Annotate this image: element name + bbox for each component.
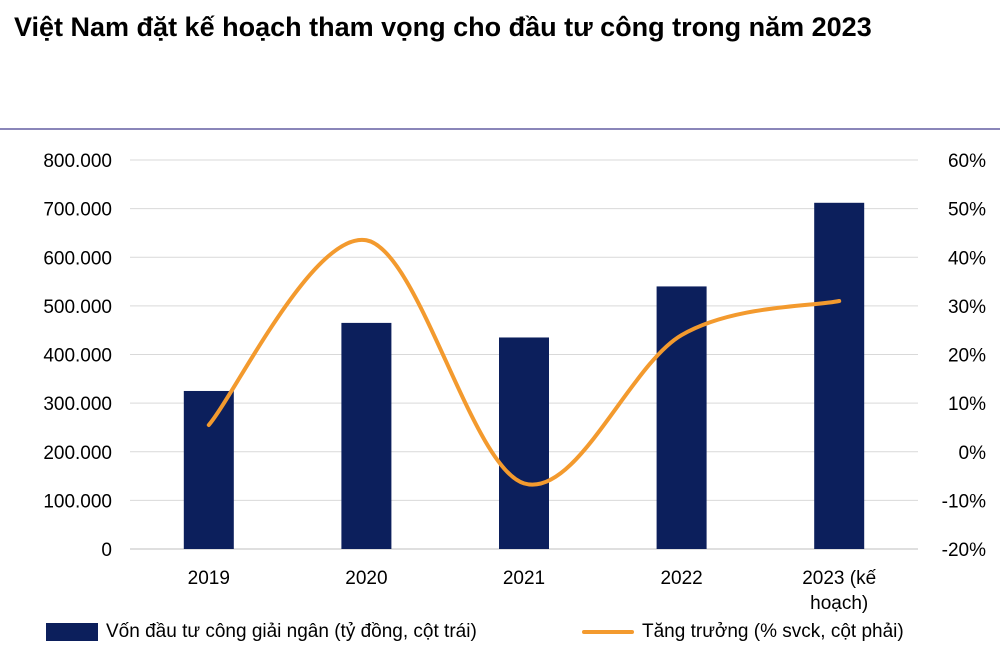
- right-axis-tick-label: 50%: [948, 200, 986, 221]
- x-axis-tick-label: 2022: [660, 568, 702, 589]
- right-axis-tick-label: 20%: [948, 346, 986, 367]
- left-axis-tick-label: 300.000: [43, 394, 112, 415]
- chart-title: Việt Nam đặt kế hoạch tham vọng cho đầu …: [14, 12, 872, 42]
- bar: [341, 322, 392, 549]
- left-axis-tick-label: 100.000: [43, 491, 112, 512]
- chart-plot: 0 100.000 200.000 300.000 400.000 500.000 600.…: [43, 151, 987, 614]
- growth-line: [206, 238, 842, 487]
- x-axis-tick-label: 2020: [345, 568, 387, 589]
- legend-swatch-line: [582, 630, 634, 634]
- legend-item-disbursed-capital: Vốn đầu tư công giải ngân (tỷ đồng, cột …: [46, 621, 477, 643]
- right-axis-tick-label: -20%: [942, 540, 986, 561]
- left-axis-tick-label: 0: [101, 540, 112, 561]
- legend-item-growth: Tăng trưởng (% svck, cột phải): [582, 621, 904, 643]
- chart-legend: Vốn đầu tư công giải ngân (tỷ đồng, cột …: [46, 621, 986, 651]
- right-axis-tick-label: 40%: [948, 248, 986, 269]
- right-axis-tick-label: 10%: [948, 394, 986, 415]
- legend-label-disbursed-capital: Vốn đầu tư công giải ngân (tỷ đồng, cột …: [106, 621, 477, 642]
- right-axis-tick-label: 0%: [959, 443, 987, 464]
- bar: [814, 202, 865, 550]
- title-divider: [0, 128, 1000, 130]
- legend-swatch-bar: [46, 623, 98, 641]
- x-axis-tick-label: 2023 (kế: [802, 568, 876, 589]
- legend-label-growth: Tăng trưởng (% svck, cột phải): [642, 621, 904, 642]
- right-axis-tick-label: 30%: [948, 297, 986, 318]
- left-axis-tick-label: 200.000: [43, 443, 112, 464]
- left-axis-tick-label: 500.000: [43, 297, 112, 318]
- bar: [499, 337, 549, 549]
- left-axis-tick-label: 400.000: [43, 346, 112, 367]
- left-axis-tick-label: 800.000: [43, 151, 112, 172]
- x-axis-tick-label: hoạch): [810, 593, 868, 614]
- x-axis-tick-label: 2019: [188, 568, 230, 589]
- left-axis-tick-label: 700.000: [43, 200, 112, 221]
- right-axis-tick-label: 60%: [948, 151, 986, 172]
- x-axis-tick-label: 2021: [503, 568, 545, 589]
- right-axis-tick-label: -10%: [942, 491, 986, 512]
- bar: [656, 286, 707, 549]
- left-axis-tick-label: 600.000: [43, 248, 112, 269]
- bar: [183, 390, 234, 549]
